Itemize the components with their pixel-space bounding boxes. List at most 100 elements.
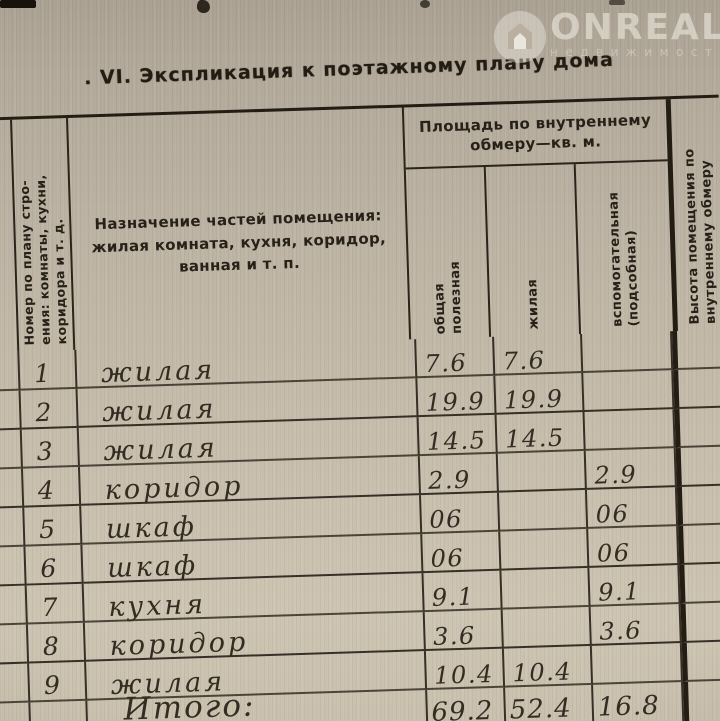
height-cell (679, 563, 720, 605)
column-header-area-total: общая полезная (405, 166, 491, 340)
height-cell (678, 524, 720, 566)
apartment-cell (0, 507, 26, 548)
height-cell (672, 329, 720, 371)
area-subcolumns: общая полезная жилая вспомогательная (по… (405, 161, 672, 340)
column-header-height: Высота помещения по внутреннему обмеру (665, 97, 720, 332)
column-header-area-aux-label: вспомогательная (подсобная) (605, 191, 642, 328)
number-cell: 7 (26, 583, 85, 625)
room-number: 9 (43, 670, 62, 701)
area-total-value: 19.9 (425, 387, 486, 417)
area-total-cell: 7.6 (415, 336, 496, 379)
table-rows: 1 жилая 7.6 7.6 2 жилая 19.9 19.9 3 жилая 14.5 14.5… (0, 329, 720, 721)
watermark-brand: ONREALT (550, 7, 720, 48)
area-aux-cell: 06 (586, 487, 679, 529)
area-total-value: 10.4 (433, 659, 495, 690)
area-living-value: 10.4 (512, 657, 573, 688)
column-group-area-label: Площадь по внутреннему обмеру—кв. м. (403, 99, 668, 170)
area-total-value: 06 (430, 543, 465, 573)
height-cell (680, 602, 720, 644)
column-header-number-label: Номер по плану стро- ения: комнаты, кухн… (16, 174, 70, 346)
height-cell (675, 446, 720, 488)
room-number: 7 (41, 592, 59, 623)
area-aux-cell: 9.1 (589, 565, 681, 607)
total-area-value: 69.2 (430, 695, 494, 721)
area-total-cell: 69.2 (426, 687, 507, 721)
total-label: Итого: (123, 687, 256, 721)
column-header-height-label: Высота помещения по внутреннему обмеру (681, 148, 719, 325)
area-living-cell (501, 567, 591, 610)
area-aux-value: 06 (595, 499, 630, 529)
room-number: 4 (37, 475, 56, 506)
area-total-value: 3.6 (432, 621, 477, 651)
room-purpose: жилая (103, 432, 219, 468)
area-aux-value: 3.6 (598, 616, 643, 646)
apartment-cell (0, 663, 31, 704)
room-purpose: жилая (100, 354, 216, 390)
area-total-cell: 06 (420, 492, 501, 535)
apartment-cell (0, 468, 25, 509)
scan-artifact (420, 0, 430, 8)
area-living-cell: 19.9 (495, 372, 585, 415)
apartment-cell (0, 546, 27, 587)
area-aux-cell: 16.8 (593, 681, 685, 721)
column-group-area: Площадь по внутреннему обмеру—кв. м. общ… (403, 99, 672, 340)
area-total-value: 7.6 (424, 348, 468, 378)
area-aux-cell: 2.9 (585, 448, 677, 490)
area-total-value: 2.9 (427, 465, 472, 495)
column-header-area-living: жилая (485, 164, 581, 337)
room-number: 2 (35, 397, 53, 428)
number-cell: 3 (21, 427, 80, 469)
height-cell (674, 407, 720, 449)
room-number: 5 (38, 514, 57, 545)
area-total-cell: 9.1 (423, 570, 503, 613)
column-header-area-total-label: общая полезная (431, 260, 465, 335)
area-total-value: 06 (428, 504, 464, 534)
height-cell (673, 368, 720, 410)
area-aux-value: 9.1 (597, 577, 642, 607)
watermark-subtitle: недвижимость (550, 45, 720, 59)
column-header-area-living-label: жилая (524, 278, 542, 330)
apartment-cell (0, 429, 24, 470)
area-aux-cell: 3.6 (590, 604, 682, 646)
number-cell: 9 (29, 661, 88, 703)
area-aux-cell (583, 370, 675, 412)
apartment-cell (0, 390, 22, 431)
total-aux-value: 16.8 (597, 690, 661, 721)
area-total-cell: 2.9 (419, 453, 499, 496)
number-cell: 2 (20, 388, 79, 430)
area-aux-cell: 06 (588, 526, 680, 568)
explication-table: (Квартиры и т. п.) Номер по плану стро- … (0, 94, 720, 721)
area-aux-value: 06 (596, 538, 631, 568)
area-living-cell (500, 528, 590, 571)
area-aux-cell (582, 331, 674, 373)
area-aux-cell (591, 643, 684, 685)
area-living-cell: 14.5 (496, 411, 586, 454)
area-living-cell: 10.4 (503, 645, 594, 688)
height-cell (681, 641, 720, 682)
room-purpose: шкаф (105, 511, 198, 546)
number-cell: 4 (23, 466, 82, 508)
room-number: 6 (39, 553, 58, 584)
area-living-cell: 7.6 (494, 333, 584, 376)
area-total-value: 14.5 (426, 426, 487, 456)
area-aux-cell (584, 409, 676, 451)
area-living-value: 7.6 (502, 346, 546, 376)
area-living-cell (498, 489, 589, 532)
room-number: 3 (36, 436, 55, 467)
height-cell (676, 485, 720, 527)
number-cell (30, 700, 90, 721)
apartment-cell (0, 351, 21, 392)
scan-artifact (609, 0, 625, 5)
column-header-purpose-label: Назначение частей помещения: жилая комна… (91, 206, 387, 276)
apartment-cell (0, 624, 30, 665)
area-total-cell: 10.4 (425, 648, 506, 691)
house-icon (494, 11, 546, 63)
room-number: 1 (33, 358, 52, 389)
total-living-value: 52.4 (509, 693, 573, 721)
area-total-cell: 3.6 (424, 609, 504, 652)
number-cell: 5 (24, 505, 83, 547)
area-total-cell: 06 (421, 531, 502, 574)
number-cell: 8 (28, 622, 87, 664)
